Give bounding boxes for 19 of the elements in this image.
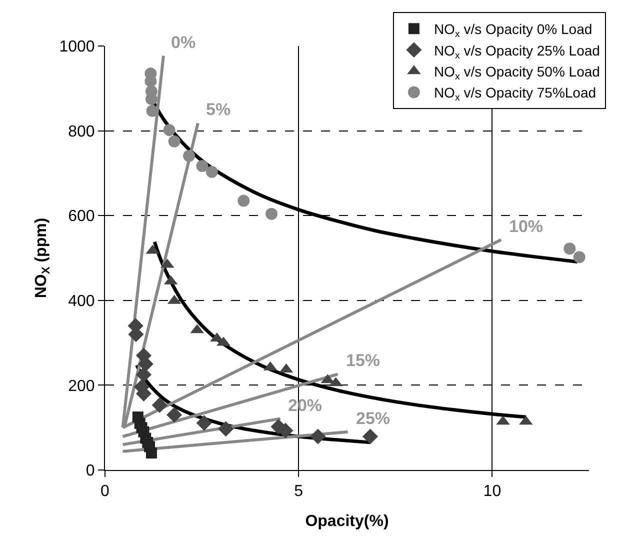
y-tick-label: 0	[86, 462, 95, 480]
x-tick-label: 0	[100, 483, 110, 500]
annotation: 10%	[509, 217, 544, 236]
annotation: 25%	[356, 409, 390, 428]
legend-label: NO$_{x}$ v/s Opacity 25% Load	[434, 42, 600, 62]
legend-label: NO$_{x}$ v/s Opacity 50% Load	[434, 64, 600, 82]
annotation: 15%	[346, 351, 380, 370]
legend-label: NO$_{x}$ v/s Opacity 75%Load	[434, 84, 596, 104]
y-tick-label: 200	[68, 378, 95, 395]
y-tick-label: 1000	[59, 38, 95, 56]
x-axis-title: Opacity(%)	[305, 512, 389, 530]
y-tick-label: 400	[68, 293, 95, 310]
annotation: 0%	[171, 33, 196, 52]
legend-label: NO$_{x}$ v/s Opacity 0% Load	[434, 21, 592, 40]
x-tick-label: 10	[483, 483, 502, 500]
x-tick-label: 5	[294, 483, 304, 500]
annotation: 5%	[206, 100, 231, 119]
y-tick-label: 600	[68, 208, 95, 226]
y-tick-label: 800	[68, 123, 95, 140]
